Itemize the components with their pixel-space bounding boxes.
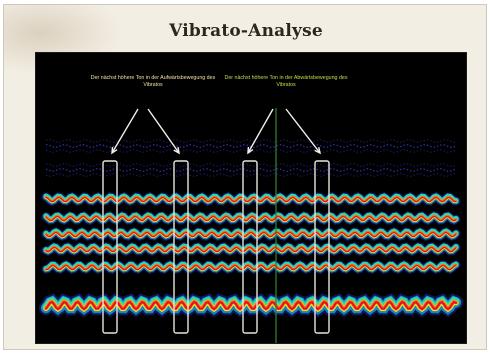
vibrato-marker-box (173, 160, 189, 334)
slide-frame: Vibrato-Analyse Der nächst höhere Ton in… (3, 4, 487, 350)
arrowhead-icon (111, 146, 118, 155)
vibrato-partial-line (45, 231, 457, 238)
annotation-arrow-line (247, 108, 274, 154)
annotation-overlay (102, 108, 330, 343)
annotation-arrow-line (285, 108, 321, 154)
spectrogram: Der nächst höhere Ton in der Aufwärtsbew… (36, 53, 466, 343)
vibrato-partial-line (45, 264, 457, 271)
annotation-upward: Der nächst höhere Ton in der Aufwärtsbew… (90, 75, 216, 88)
annotation-arrow-line (147, 108, 180, 154)
faint-partial-line (45, 168, 457, 172)
spectrogram-canvas (38, 108, 464, 343)
vibrato-marker-box (242, 160, 258, 334)
vibrato-marker-box (314, 160, 330, 334)
arrowhead-icon (247, 146, 254, 155)
faint-partials (45, 139, 457, 177)
vibrato-partial-line (45, 215, 457, 222)
annotation-downward: Der nächst höhere Ton in der Abwärtsbewe… (224, 75, 348, 88)
vibrato-partial-line (45, 196, 457, 203)
arrowhead-icon (173, 146, 180, 155)
strong-partials (38, 191, 464, 318)
vibrato-marker-box (102, 160, 118, 334)
faint-partial-line (45, 149, 457, 153)
annotation-arrow-line (111, 108, 139, 154)
faint-partial-line (45, 163, 457, 167)
vibrato-partial-line (45, 301, 457, 311)
arrowhead-icon (314, 146, 321, 155)
faint-partial-line (45, 173, 457, 177)
faint-partial-line (45, 139, 457, 143)
slide-title: Vibrato-Analyse (169, 21, 323, 41)
vibrato-partial-line (45, 246, 457, 253)
